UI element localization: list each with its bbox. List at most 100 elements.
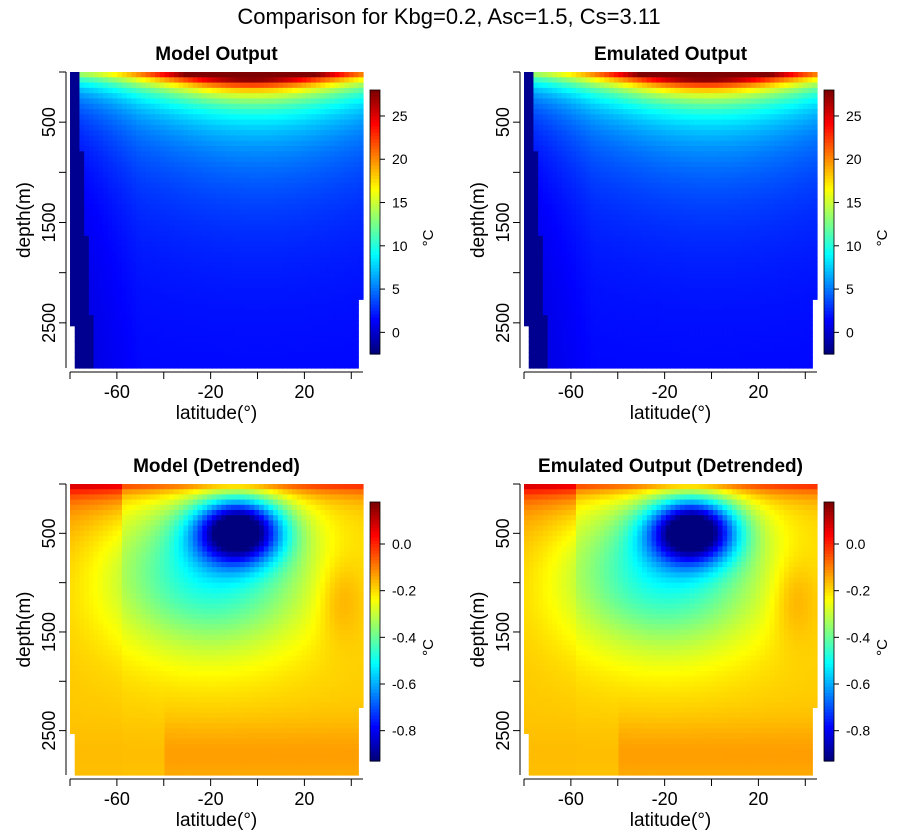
heatmap-cell	[103, 204, 109, 211]
heatmap-cell	[126, 235, 133, 242]
heatmap-cell	[183, 267, 189, 274]
heatmap-cell	[296, 167, 303, 174]
heatmap-cell	[561, 283, 568, 290]
heatmap-cell	[547, 309, 553, 316]
heatmap-cell	[632, 315, 639, 322]
heatmap-cell	[235, 225, 241, 232]
heatmap-cell	[164, 119, 170, 126]
heatmap-cell	[230, 188, 237, 195]
heatmap-cell	[155, 167, 161, 174]
heatmap-cell	[211, 82, 218, 89]
heatmap-cell	[197, 77, 203, 84]
heatmap-cell	[112, 341, 118, 348]
heatmap-cell	[561, 177, 568, 184]
heatmap-cell	[315, 331, 322, 337]
heatmap-cell	[188, 341, 194, 348]
heatmap-cell	[320, 246, 326, 253]
colorbar-swatch	[370, 248, 380, 253]
heatmap-cell	[287, 209, 293, 216]
heatmap-cell	[112, 193, 118, 200]
heatmap-cell	[188, 362, 194, 369]
heatmap-cell	[169, 309, 175, 316]
heatmap-cell	[575, 209, 582, 216]
heatmap-cell	[98, 315, 104, 322]
colorbar-swatch	[370, 258, 380, 263]
heatmap-cell	[107, 172, 114, 179]
heatmap-cell	[136, 357, 142, 364]
heatmap-cell	[98, 309, 104, 316]
heatmap-cell	[145, 230, 151, 237]
heatmap-cell	[169, 257, 175, 263]
heatmap-cell	[585, 156, 591, 163]
heatmap-cell	[561, 325, 568, 332]
heatmap-cell	[211, 93, 218, 100]
heatmap-cell	[613, 257, 620, 263]
heatmap-cell	[84, 198, 90, 205]
heatmap-cell	[353, 135, 359, 142]
heatmap-cell	[259, 103, 265, 110]
heatmap-cell	[296, 135, 303, 142]
heatmap-cell	[311, 304, 317, 311]
heatmap-cell	[315, 172, 322, 179]
heatmap-cell	[259, 267, 265, 274]
heatmap-cell	[121, 119, 128, 126]
heatmap-cell	[107, 288, 114, 295]
heatmap-cell	[344, 325, 350, 332]
heatmap-cell	[575, 177, 582, 184]
heatmap-cell	[136, 151, 142, 158]
heatmap-cell	[240, 320, 246, 327]
heatmap-cell	[70, 77, 76, 84]
heatmap-cell	[329, 225, 336, 232]
heatmap-cell	[590, 320, 596, 327]
heatmap-cell	[358, 77, 364, 84]
heatmap-cell	[225, 325, 232, 332]
heatmap-cell	[93, 294, 99, 300]
heatmap-cell	[202, 198, 208, 205]
heatmap-cell	[140, 193, 147, 200]
heatmap-cell	[353, 246, 359, 253]
colorbar-swatch	[370, 314, 380, 319]
heatmap-cell	[155, 246, 161, 253]
heatmap-cell	[225, 235, 232, 242]
heatmap-cell	[159, 103, 166, 110]
heatmap-cell	[211, 156, 218, 163]
heatmap-cell	[580, 183, 587, 189]
heatmap-cell	[112, 220, 118, 226]
heatmap-cell	[311, 299, 317, 306]
heatmap-cell	[604, 167, 610, 174]
heatmap-cell	[329, 320, 336, 327]
heatmap-cell	[169, 352, 175, 359]
heatmap-cell	[169, 283, 175, 290]
heatmap-cell	[93, 98, 99, 105]
heatmap-cell	[188, 246, 194, 253]
heatmap-cell	[273, 209, 279, 216]
heatmap-cell	[561, 109, 568, 115]
heatmap-cell	[103, 130, 109, 137]
heatmap-cell	[585, 109, 591, 115]
heatmap-cell	[594, 156, 601, 163]
heatmap-cell	[528, 262, 535, 269]
heatmap-cell	[225, 98, 232, 105]
heatmap-cell	[618, 103, 624, 110]
heatmap-cell	[145, 362, 151, 369]
heatmap-cell	[277, 119, 284, 126]
heatmap-cell	[627, 188, 634, 195]
heatmap-cell	[580, 161, 587, 168]
heatmap-cell	[225, 220, 232, 226]
heatmap-cell	[150, 140, 156, 147]
heatmap-cell	[604, 103, 610, 110]
heatmap-cell	[339, 161, 345, 168]
heatmap-cell	[296, 357, 303, 364]
heatmap-cell	[202, 140, 208, 147]
heatmap-cell	[358, 267, 364, 274]
heatmap-cell	[192, 103, 199, 110]
heatmap-cell	[159, 114, 166, 121]
heatmap-cell	[325, 177, 331, 184]
heatmap-cell	[117, 346, 123, 353]
heatmap-cell	[268, 183, 274, 189]
heatmap-cell	[642, 230, 648, 237]
heatmap-cell	[173, 315, 180, 322]
heatmap-cell	[571, 135, 577, 142]
heatmap-cell	[542, 251, 549, 258]
heatmap-cell	[585, 304, 591, 311]
